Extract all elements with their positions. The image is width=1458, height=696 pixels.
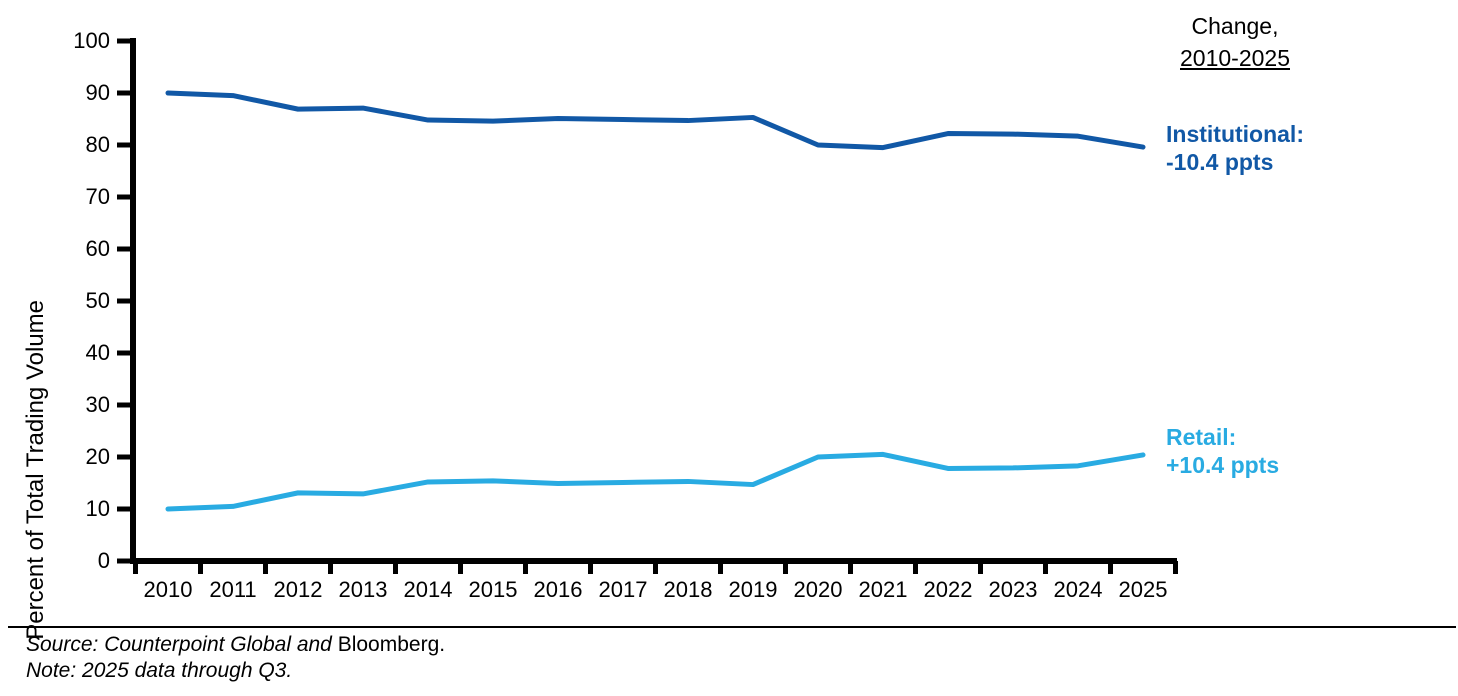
y-tick-label: 100	[73, 28, 110, 53]
x-tick-label: 2019	[728, 577, 778, 602]
x-tick-label: 2011	[209, 577, 257, 602]
source-note-italic: Source: Counterpoint Global and	[26, 633, 338, 656]
x-tick-label: 2012	[273, 577, 323, 602]
retail-line	[165, 451, 1146, 512]
change-header: Change, 2010-2025	[1135, 10, 1335, 74]
y-tick-label: 80	[85, 132, 110, 157]
y-tick-label: 40	[85, 340, 110, 365]
y-tick-label: 20	[85, 444, 110, 469]
x-tick-label: 2020	[793, 577, 843, 602]
x-tick-label: 2022	[923, 577, 973, 602]
institutional-line	[165, 90, 1146, 151]
x-tick-label: 2013	[338, 577, 388, 602]
y-tick-label: 30	[85, 392, 110, 417]
x-tick-label: 2015	[468, 577, 518, 602]
x-tick-label: 2018	[663, 577, 713, 602]
retail-change-value: +10.4 ppts	[1166, 452, 1280, 478]
y-tick-label: 90	[85, 80, 110, 105]
source-note-regular: Bloomberg.	[337, 633, 446, 656]
x-tick-label: 2017	[598, 577, 648, 602]
y-tick-label: 10	[85, 496, 110, 521]
y-tick-label: 50	[85, 288, 110, 313]
institutional-series-name: Institutional:	[1166, 121, 1304, 147]
data-note: Note: 2025 data through Q3.	[26, 659, 293, 682]
institutional-series-label: Institutional: -10.4 ppts	[1166, 120, 1304, 176]
x-tick-label: 2024	[1053, 577, 1103, 602]
x-tick-label: 2021	[858, 577, 908, 602]
x-tick-label: 2010	[143, 577, 193, 602]
retail-series-name: Retail:	[1166, 424, 1237, 450]
institutional-change-value: -10.4 ppts	[1166, 149, 1274, 175]
x-tick-label: 2025	[1118, 577, 1168, 602]
retail-series-label: Retail: +10.4 ppts	[1166, 423, 1279, 479]
change-header-period: 2010-2025	[1180, 45, 1290, 71]
x-tick-label: 2023	[988, 577, 1038, 602]
line-chart-canvas	[117, 38, 1178, 574]
x-tick-label: 2016	[533, 577, 583, 602]
footer-divider	[8, 626, 1456, 628]
y-tick-label: 60	[85, 236, 110, 261]
y-tick-label: 0	[97, 548, 110, 573]
y-tick-label: 70	[85, 184, 110, 209]
change-header-line1: Change,	[1191, 13, 1279, 39]
x-tick-label: 2014	[403, 577, 453, 602]
source-note: Source: Counterpoint Global and Bloomber…	[26, 632, 445, 657]
